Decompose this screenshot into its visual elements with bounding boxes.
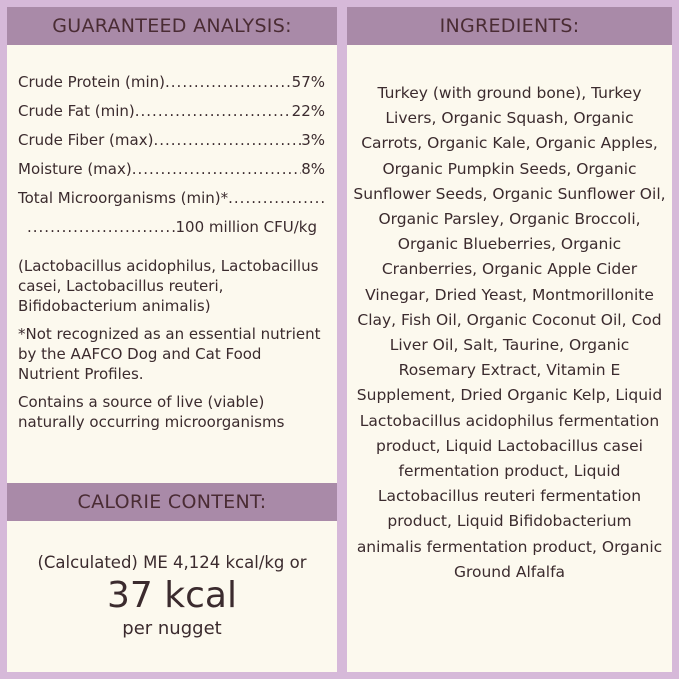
row-value: 57%	[291, 73, 325, 91]
calorie-header: CALORIE CONTENT:	[7, 483, 337, 521]
analysis-row: Crude Fiber (max) 3%	[7, 126, 337, 155]
row-label: Total Microorganisms (min)*	[18, 189, 229, 207]
calorie-line: (Calculated) ME 4,124 kcal/kg or	[37, 553, 307, 572]
row-label: Crude Fat (min)	[18, 102, 135, 120]
guaranteed-analysis-panel: GUARANTEED ANALYSIS: Crude Protein (min)…	[7, 7, 337, 672]
row-label: Crude Protein (min)	[18, 73, 166, 91]
ingredients-panel: INGREDIENTS: Turkey (with ground bone), …	[347, 7, 672, 672]
live-microorganisms-note: Contains a source of live (viable) natur…	[18, 393, 285, 431]
analysis-row: 100 million CFU/kg	[7, 213, 337, 242]
row-value: 22%	[291, 102, 325, 120]
analysis-header: GUARANTEED ANALYSIS:	[7, 7, 337, 45]
row-label: Crude Fiber (max)	[18, 131, 154, 149]
row-value: 8%	[301, 160, 325, 178]
strains-text: (Lactobacillus acidophilus, Lactobacillu…	[18, 257, 319, 315]
calorie-kcal: 37 kcal	[107, 575, 237, 616]
ingredients-header: INGREDIENTS:	[347, 7, 672, 45]
analysis-row: Crude Fat (min) 22%	[7, 97, 337, 126]
analysis-row: Crude Protein (min) 57%	[7, 68, 337, 97]
aafco-note: *Not recognized as an essential nutrient…	[18, 325, 321, 383]
ingredients-text: Turkey (with ground bone), Turkey Livers…	[353, 84, 666, 581]
calorie-content: (Calculated) ME 4,124 kcal/kg or 37 kcal…	[7, 552, 337, 640]
row-value: 100 million CFU/kg	[175, 218, 317, 236]
analysis-row: Total Microorganisms (min)*	[7, 184, 337, 213]
row-label: Moisture (max)	[18, 160, 132, 178]
row-value: 3%	[301, 131, 325, 149]
calorie-unit: per nugget	[122, 618, 222, 639]
analysis-row: Moisture (max) 8%	[7, 155, 337, 184]
